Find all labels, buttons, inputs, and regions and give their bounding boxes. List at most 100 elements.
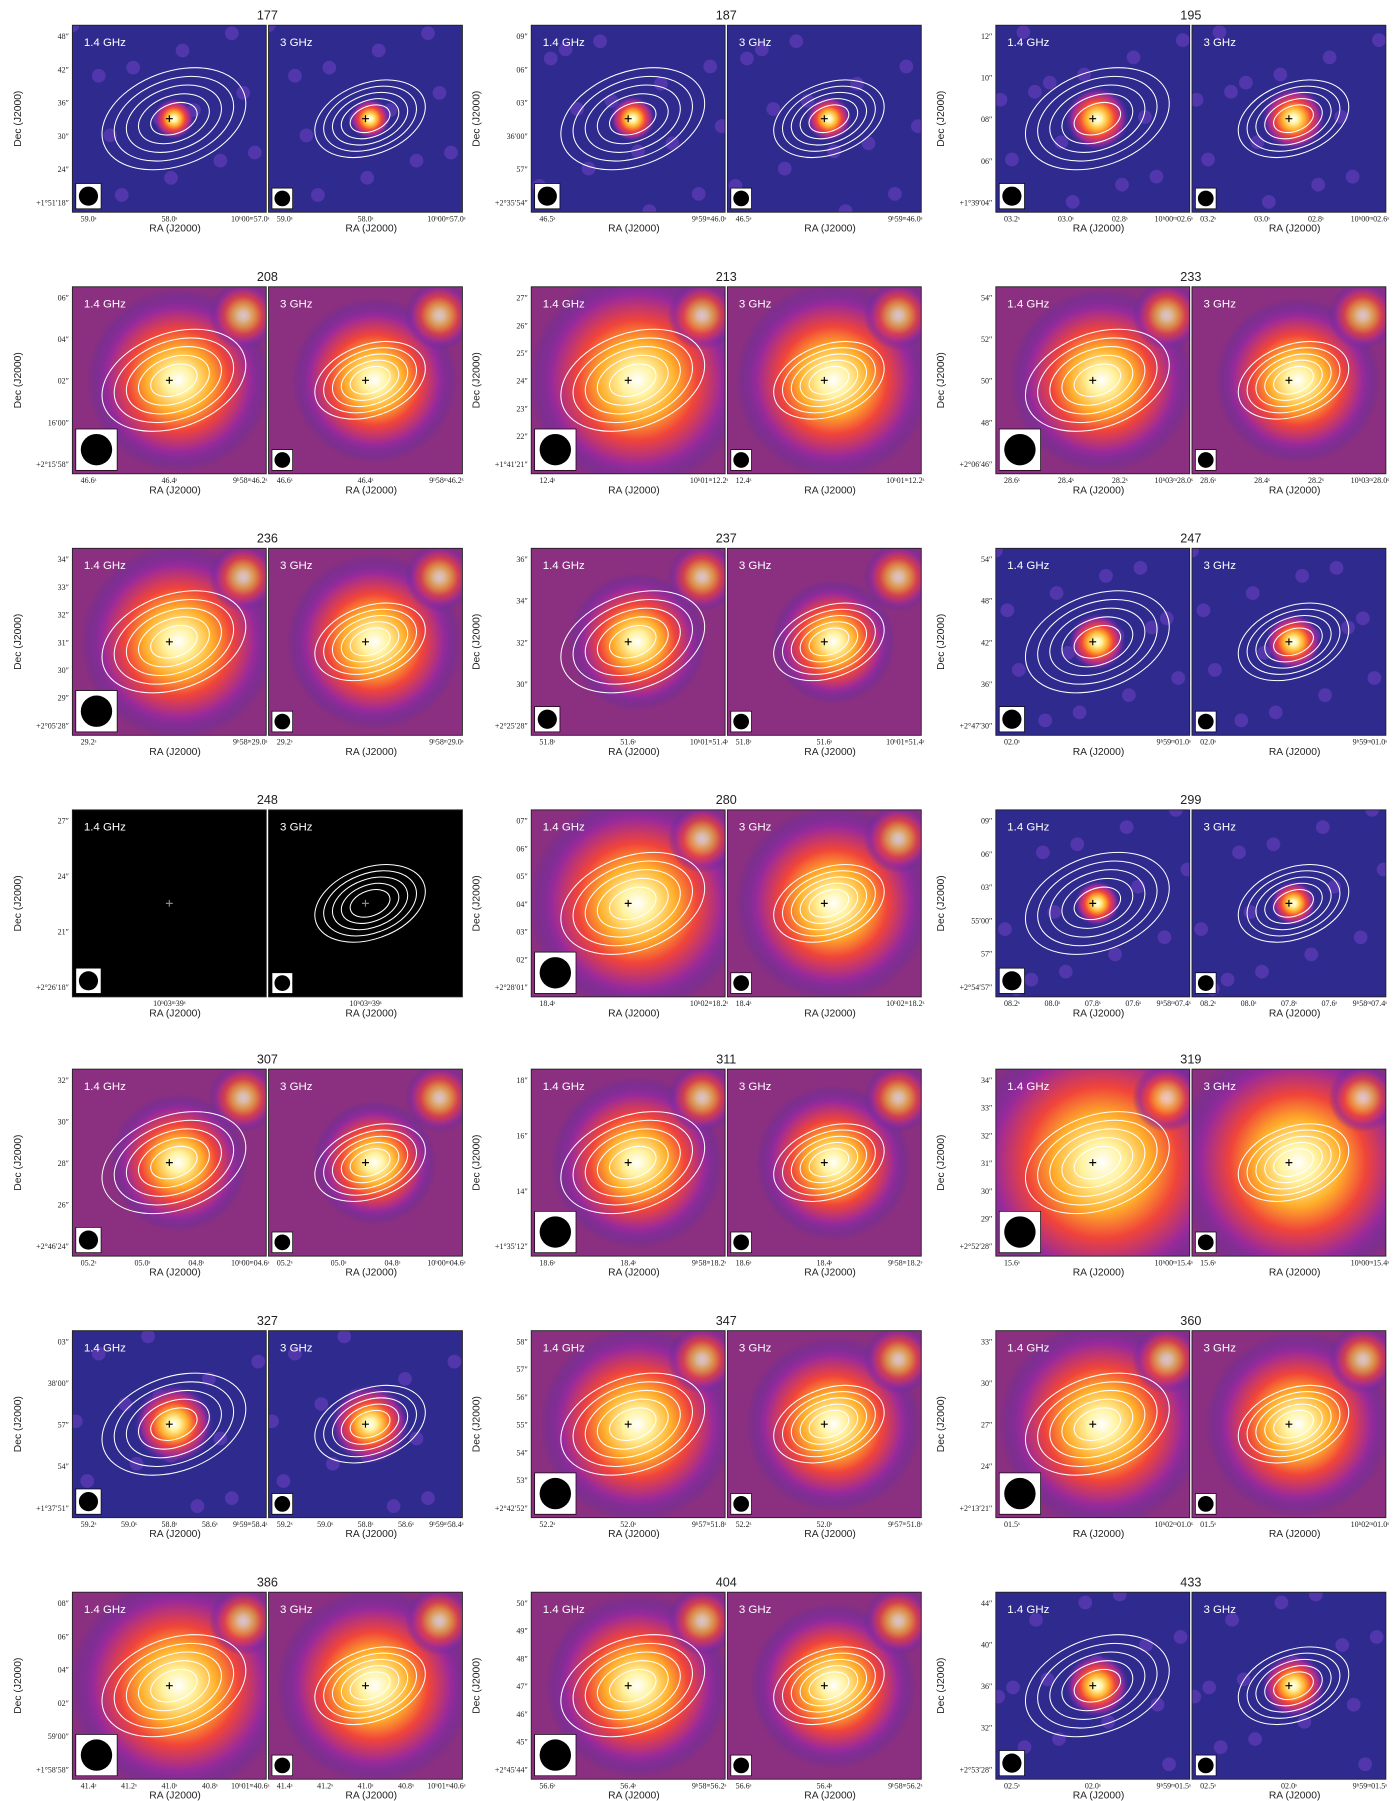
panel-title: 386 <box>257 1575 278 1589</box>
contour <box>781 870 876 937</box>
crosshair <box>165 638 173 646</box>
dec-tick-label: 57″ <box>58 1421 69 1430</box>
dec-tick-label: 24″ <box>981 1462 992 1471</box>
band-label: 3 GHz <box>1203 1604 1236 1616</box>
dec-tick-label: 32″ <box>58 1076 69 1085</box>
contour <box>113 1381 235 1468</box>
ra-tick-label: 03.2ˢ <box>1004 214 1020 223</box>
contour <box>1049 84 1146 153</box>
dec-tick-label: 49″ <box>516 1627 527 1636</box>
ra-tick-label: 59.0ˢ <box>317 1520 333 1529</box>
sky-image <box>727 809 922 997</box>
noise-blob <box>995 1689 1006 1704</box>
noise-blob <box>409 153 424 168</box>
dec-tick-label: 30″ <box>981 1187 992 1196</box>
dec-axis-label: Dec (J2000) <box>13 1658 24 1714</box>
neighbor-blob <box>208 548 267 612</box>
crosshair <box>820 638 828 646</box>
ra-tick-label: 9ʰ59ᵐ58.4ˢ <box>233 1520 268 1529</box>
contour <box>1073 101 1122 136</box>
ra-tick-label: 59.2ˢ <box>81 1520 97 1529</box>
image-frame <box>1191 1330 1387 1519</box>
contour <box>1237 1384 1350 1464</box>
contour <box>1061 877 1134 929</box>
ra-tick-label: 02.0ˢ <box>1085 1781 1101 1790</box>
crosshair <box>624 115 632 123</box>
neighbor-blob <box>208 1069 267 1133</box>
band-label: 3 GHz <box>739 1342 772 1354</box>
contour <box>1073 363 1122 398</box>
beam <box>733 190 750 207</box>
ra-tick-label: 28.2ˢ <box>1112 476 1128 485</box>
contour <box>1264 98 1323 140</box>
noise-blob <box>558 42 573 57</box>
ra-tick-label: 10ʰ01ᵐ40.6ˢ <box>427 1781 466 1790</box>
sky-image <box>268 286 463 474</box>
ra-axis-label: RA (J2000) <box>804 1008 856 1019</box>
dec-tick-label: 46″ <box>516 1710 527 1719</box>
crosshair <box>1089 115 1097 123</box>
dec-tick-label: 21″ <box>58 928 69 937</box>
noise-blob <box>175 43 190 58</box>
crosshair <box>165 115 173 123</box>
dec-tick-label: +1°39′04″ <box>960 198 993 207</box>
noise-blob <box>1369 1630 1384 1644</box>
noise-blob <box>299 128 314 143</box>
ra-tick-label: 46.5ˢ <box>736 214 752 223</box>
ra-tick-label: 07.6ˢ <box>1321 999 1337 1008</box>
ra-tick-label: 9ʰ59ᵐ01.0ˢ <box>1353 737 1388 746</box>
panel-title: 247 <box>1180 532 1201 546</box>
image-frame <box>995 809 1191 998</box>
noise-blob <box>1119 820 1134 834</box>
sky-image <box>72 1592 267 1780</box>
source-blob <box>109 1093 248 1232</box>
contour <box>125 607 222 676</box>
noise-blob <box>714 119 726 134</box>
panel-title: 347 <box>716 1314 737 1328</box>
image-frame <box>71 1068 267 1257</box>
noise-blob <box>371 43 386 58</box>
contour <box>596 877 669 929</box>
contour <box>331 1658 409 1713</box>
noise-blob <box>1112 1592 1127 1602</box>
noise-blob <box>1126 50 1141 65</box>
ra-tick-label: 58.8ˢ <box>358 1520 374 1529</box>
dec-tick-label: +1°51′18″ <box>36 198 69 207</box>
crosshair <box>165 899 173 907</box>
ra-axis-label: RA (J2000) <box>1269 1529 1321 1540</box>
noise-blob <box>1070 837 1085 852</box>
contour <box>609 625 657 659</box>
contour <box>781 1129 876 1196</box>
crosshair <box>1089 376 1097 384</box>
contour <box>1246 870 1341 937</box>
source-blob <box>1074 880 1121 927</box>
dec-tick-label: 33″ <box>58 583 69 592</box>
contour <box>808 365 850 395</box>
image-frame <box>530 1591 726 1780</box>
noise-blob <box>1365 809 1379 817</box>
beam <box>1197 713 1214 730</box>
beam <box>78 1230 99 1250</box>
contour <box>1246 1129 1341 1196</box>
noise-blob <box>1016 25 1031 40</box>
contour <box>1073 1145 1122 1180</box>
noise-blob <box>1171 671 1186 685</box>
contour <box>150 1145 198 1180</box>
dec-tick-label: 07″ <box>516 817 527 826</box>
sky-image <box>1191 809 1386 997</box>
ra-tick-label: 10ʰ00ᵐ15.4ˢ <box>1351 1258 1390 1267</box>
contour <box>314 602 426 682</box>
ra-tick-label: 29.2ˢ <box>81 737 97 746</box>
noise-blob <box>1162 1757 1176 1772</box>
contour <box>799 621 859 663</box>
ra-tick-label: 51.6ˢ <box>816 737 832 746</box>
contour <box>138 1660 210 1712</box>
contour <box>1024 1634 1170 1738</box>
noise-blob <box>653 76 668 91</box>
dec-tick-label: +2°28′01″ <box>495 983 528 992</box>
panel-title: 280 <box>716 793 737 807</box>
contour <box>1246 85 1341 152</box>
noise-blob <box>1078 1595 1093 1610</box>
noise-blob <box>224 1491 239 1506</box>
image-frame <box>71 286 267 475</box>
